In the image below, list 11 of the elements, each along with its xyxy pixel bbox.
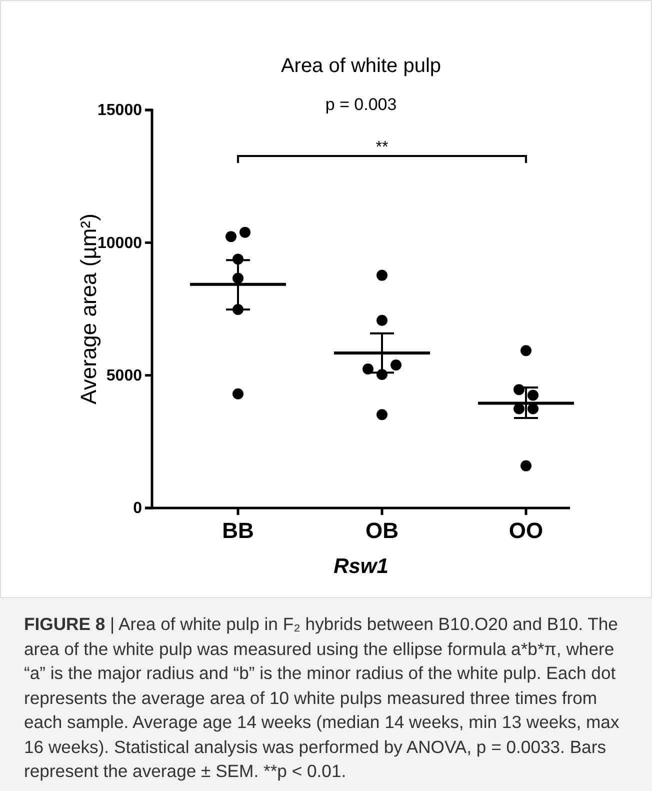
annotation: p = 0.003	[325, 95, 397, 114]
caption: FIGURE 8 | Area of white pulp in F₂ hybrids between B10.O20 and B10. The area of the white pulp was measured using the ellipse formula a*b*π, where “a” is the major radius and “b” is the minor radius of the white pulp. Each dot represents the average area of 10 white pulps measured three times from each sample. Average age 14 weeks (median 14 weeks, min 13 weeks, max 16 weeks). Statistical analysis was performed by ANOVA, p = 0.0033. Bars represent the average ± SEM. **p < 0.01.	[0, 598, 652, 791]
y-tick-label: 0	[133, 500, 142, 518]
y-tick-label: 5000	[106, 367, 142, 384]
x-tick-label: BB	[222, 518, 254, 543]
x-axis-title: Rsw1	[334, 555, 388, 578]
y-tick-label: 15000	[98, 102, 142, 120]
x-tick-label: OO	[508, 518, 544, 543]
chart-title: Area of white pulp	[280, 55, 442, 77]
x-tick-label: OB	[366, 518, 398, 543]
annotation: **	[376, 139, 388, 156]
